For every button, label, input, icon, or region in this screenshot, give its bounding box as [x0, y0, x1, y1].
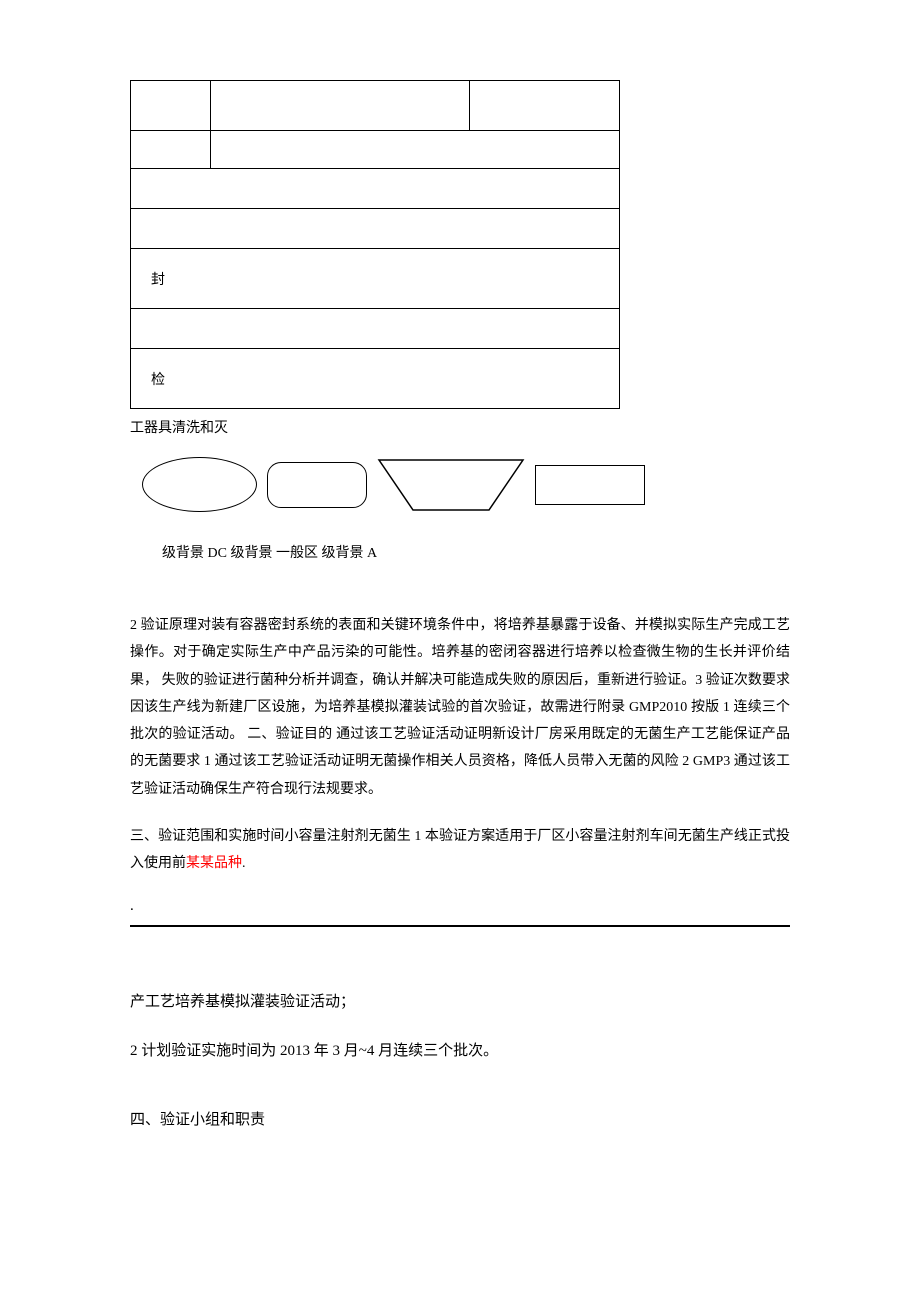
table-cell: 封	[131, 249, 620, 309]
table-cell	[131, 131, 211, 169]
table-cell	[131, 169, 620, 209]
table: 封 检	[130, 80, 620, 409]
table-cell	[210, 81, 469, 131]
rect-icon	[535, 465, 645, 505]
section-4-title: 四、验证小组和职责	[130, 1108, 790, 1129]
roundrect-icon	[267, 462, 367, 508]
table-row	[131, 81, 620, 131]
table-row: 封	[131, 249, 620, 309]
table-cell	[470, 81, 620, 131]
paragraph-scope: 三、验证范围和实施时间小容量注射剂无菌生 1 本验证方案适用于厂区小容量注射剂车…	[130, 823, 790, 878]
table-caption: 工器具清洗和灭	[130, 417, 790, 437]
paragraph-principle: 2 验证原理对装有容器密封系统的表面和关键环境条件中，将培养基暴露于设备、并模拟…	[130, 612, 790, 803]
table-cell	[210, 131, 619, 169]
divider-line	[130, 925, 790, 927]
legend-labels: 级背景 DC 级背景 一般区 级背景 A	[130, 542, 790, 562]
table-cell	[131, 309, 620, 349]
legend-shapes	[130, 457, 790, 512]
table-row	[131, 131, 620, 169]
table-cell	[131, 209, 620, 249]
line-schedule: 2 计划验证实施时间为 2013 年 3 月~4 月连续三个批次。	[130, 1036, 790, 1068]
table-row	[131, 209, 620, 249]
product-name-highlight: 某某品种	[186, 856, 242, 871]
ellipse-icon	[142, 457, 257, 512]
table-row: 检	[131, 349, 620, 409]
trailing-dot: .	[130, 898, 790, 915]
table-row	[131, 309, 620, 349]
line-activity: 产工艺培养基模拟灌装验证活动；	[130, 987, 790, 1019]
trapezoid-polygon	[379, 460, 523, 510]
trapezoid-icon	[377, 458, 525, 512]
table-cell: 检	[131, 349, 620, 409]
process-table: 封 检	[130, 80, 790, 409]
table-row	[131, 169, 620, 209]
table-cell	[131, 81, 211, 131]
scope-text-post: .	[242, 856, 246, 871]
